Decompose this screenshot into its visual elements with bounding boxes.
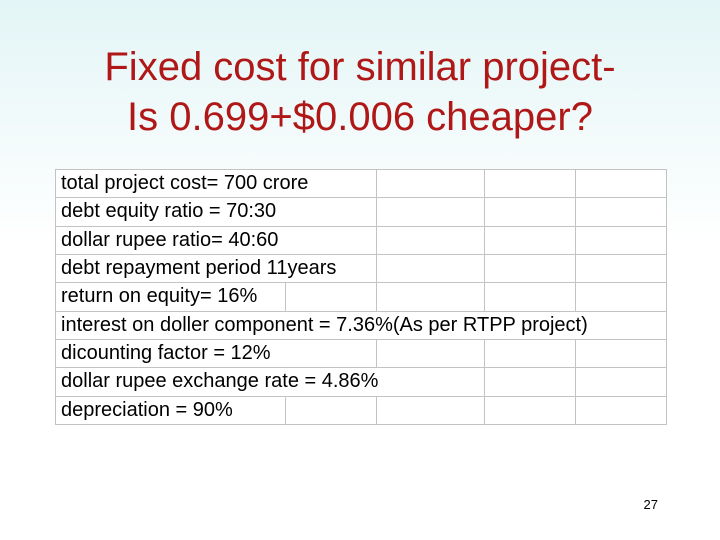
slide-title-line-2: Is 0.699+$0.006 cheaper?: [127, 95, 593, 139]
table-row: debt repayment period 11years: [54, 253, 668, 284]
table-cell-empty: [376, 338, 486, 369]
table-cell: depreciation = 90%: [55, 395, 286, 426]
table-row: debt equity ratio = 70:30: [54, 197, 668, 227]
table-cell-empty: [376, 282, 486, 312]
table-cell-empty: [376, 225, 486, 255]
table-cell-empty: [575, 225, 668, 255]
table-cell-empty: [284, 395, 378, 426]
table-row: return on equity= 16%: [55, 282, 668, 312]
table-cell: dollar rupee ratio= 40:60: [54, 225, 378, 255]
table-cell: debt repayment period 11years: [54, 253, 378, 284]
table-row: depreciation = 90%: [55, 395, 668, 426]
slide-title: Fixed cost for similar project- Is 0.699…: [0, 42, 720, 142]
table-cell-empty: [484, 197, 577, 227]
table-row: dollar rupee exchange rate = 4.86%: [54, 367, 668, 397]
table-cell-empty: [376, 253, 486, 284]
table-cell-empty: [484, 367, 577, 397]
table-row: dicounting factor = 12%: [54, 338, 668, 369]
table-row: interest on doller component = 7.36%(As …: [54, 310, 668, 340]
table-cell-empty: [575, 395, 668, 426]
table-cell-empty: [376, 395, 486, 426]
table-cell-empty: [484, 168, 577, 199]
table-row: total project cost= 700 crore: [54, 168, 668, 199]
table-cell-empty: [484, 253, 577, 284]
table-cell: interest on doller component = 7.36%(As …: [54, 310, 668, 340]
table-cell-empty: [376, 197, 486, 227]
table-cell-empty: [575, 197, 668, 227]
table-cell: debt equity ratio = 70:30: [54, 197, 378, 227]
table-cell-empty: [575, 338, 668, 369]
slide-number: 27: [643, 497, 658, 512]
table-cell: dollar rupee exchange rate = 4.86%: [54, 367, 486, 397]
table-cell-empty: [575, 168, 668, 199]
table-cell-empty: [484, 282, 577, 312]
table-cell-empty: [575, 253, 668, 284]
table-cell: dicounting factor = 12%: [54, 338, 378, 369]
table-cell-empty: [484, 338, 577, 369]
table-cell-empty: [284, 282, 378, 312]
table-cell-empty: [484, 395, 577, 426]
table-cell: return on equity= 16%: [55, 282, 286, 312]
table-cell: total project cost= 700 crore: [54, 168, 378, 199]
table-cell-empty: [575, 367, 668, 397]
slide-title-line-1: Fixed cost for similar project-: [104, 45, 616, 89]
table-cell-empty: [376, 168, 486, 199]
table-row: dollar rupee ratio= 40:60: [54, 225, 668, 255]
table-cell-empty: [484, 225, 577, 255]
parameters-table: total project cost= 700 crore debt equit…: [54, 168, 668, 426]
table-cell-empty: [575, 282, 668, 312]
